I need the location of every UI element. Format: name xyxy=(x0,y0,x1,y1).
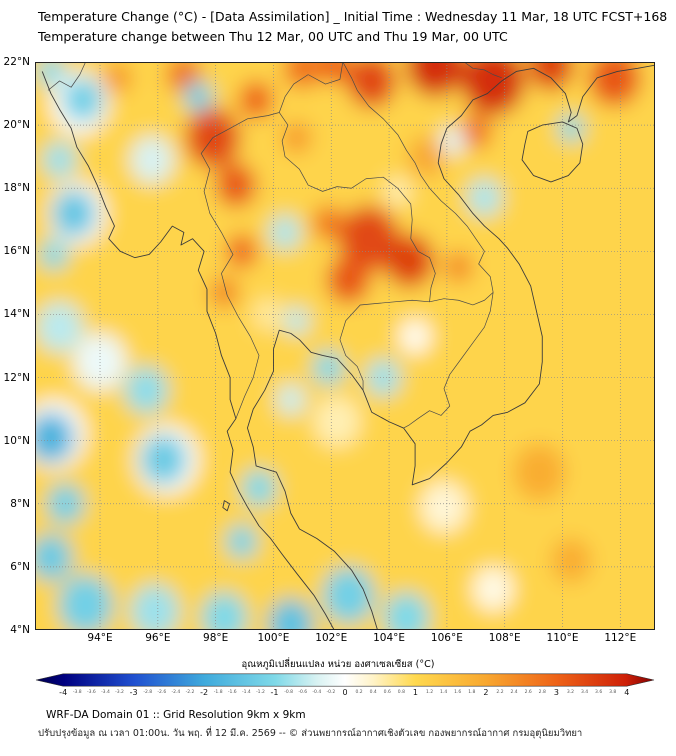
lon-tick-label: 106°E xyxy=(430,632,463,644)
lat-tick-label: 10°N xyxy=(3,434,30,447)
country-border-path xyxy=(279,112,435,390)
colorbar-tick-label: 3.2 xyxy=(566,690,575,695)
colorbar-tick-label: -4 xyxy=(59,688,68,697)
colorbar-tick-label: -1.4 xyxy=(241,690,251,695)
lon-tick-label: 110°E xyxy=(546,632,579,644)
lon-tick-label: 108°E xyxy=(488,632,521,644)
lat-tick-label: 20°N xyxy=(3,119,30,132)
colorbar-tick-label: -2.6 xyxy=(157,690,167,695)
lat-tick-label: 16°N xyxy=(3,245,30,258)
colorbar-label: อุณหภูมิเปลี่ยนแปลง หน่วย องศาเซลเซียส (… xyxy=(241,659,435,670)
coastline-path xyxy=(223,501,230,511)
colorbar-tick-label: -0.2 xyxy=(326,690,336,695)
lon-tick-label: 104°E xyxy=(373,632,406,644)
lat-tick-label: 6°N xyxy=(10,560,30,573)
colorbar-tick-label: -3.2 xyxy=(115,690,124,695)
colorbar-arrow-bar xyxy=(35,673,655,687)
country-border-path xyxy=(48,62,86,90)
colorbar-tick-label: -0.4 xyxy=(312,690,322,695)
coastline-path xyxy=(247,65,655,630)
colorbar-tick-label: -1 xyxy=(270,688,279,697)
colorbar-tick-label: -2.4 xyxy=(171,690,181,695)
colorbar-tick-label: -1.2 xyxy=(256,690,265,695)
colorbar-tick-label: -3.4 xyxy=(101,690,110,695)
grid-lines xyxy=(35,62,655,630)
colorbar-tick-label: 0 xyxy=(342,688,348,697)
colorbar-tick-label: 3.4 xyxy=(580,690,589,695)
colorbar-tick-label: 1.2 xyxy=(425,690,434,695)
colorbar-tick-label: 1 xyxy=(412,688,418,697)
country-border-path xyxy=(343,62,493,292)
lon-tick-label: 94°E xyxy=(87,632,113,644)
coastline-path xyxy=(42,71,334,630)
lat-tick-label: 4°N xyxy=(10,624,30,636)
lon-tick-label: 102°E xyxy=(315,632,348,644)
title-block: Temperature Change (°C) - [Data Assimila… xyxy=(38,7,667,47)
colorbar-tick-label: 3.6 xyxy=(595,690,603,695)
colorbar-tick-label: 0.8 xyxy=(397,690,405,695)
latitude-axis: 4°N 6°N 8°N 10°N 12°N 14°N 16°N 18°N 20°N 22°N xyxy=(0,56,33,636)
title-line-1: Temperature Change (°C) - [Data Assimila… xyxy=(38,9,668,24)
colorbar-tick-label: 2.4 xyxy=(510,690,518,695)
country-border-path xyxy=(201,75,308,419)
colorbar-tick-label: -3.8 xyxy=(72,690,82,695)
lat-tick-label: 18°N xyxy=(3,182,30,195)
colorbar-tick-label: 1.4 xyxy=(440,690,448,695)
country-border-path xyxy=(404,292,494,428)
temperature-field xyxy=(35,62,655,630)
colorbar-tick-label: 2 xyxy=(483,688,489,697)
colorbar-tick-label: 1.8 xyxy=(468,690,476,695)
colorbar-tick-label: -1.6 xyxy=(227,690,237,695)
colorbar-tick-label: -2.2 xyxy=(185,690,195,695)
lat-tick-label: 8°N xyxy=(10,497,30,510)
colorbar-tick-label: 0.4 xyxy=(369,690,377,695)
colorbar-tick-label: -3 xyxy=(129,688,138,697)
longitude-axis: 94°E 96°E 98°E 100°E 102°E 104°E 106°E 108°E 110… xyxy=(35,632,655,646)
lon-tick-label: 100°E xyxy=(257,632,290,644)
colorbar-tick-label: -3.6 xyxy=(86,690,96,695)
colorbar-tick-label: 1.6 xyxy=(454,690,462,695)
lat-tick-label: 14°N xyxy=(3,308,30,321)
lon-tick-label: 96°E xyxy=(145,632,171,644)
colorbar-tick-label: 0.6 xyxy=(383,690,391,695)
colorbar-tick-label: 2.6 xyxy=(524,690,532,695)
map-plot-area xyxy=(35,62,655,630)
lat-tick-label: 22°N xyxy=(3,56,30,68)
title-line-2: Temperature change between Thu 12 Mar, 0… xyxy=(38,29,508,44)
country-border-path xyxy=(308,62,343,84)
footer-domain-info: WRF-DA Domain 01 :: Grid Resolution 9km … xyxy=(46,709,306,721)
colorbar-gradient xyxy=(35,673,655,687)
colorbar xyxy=(35,672,655,687)
colorbar-tick-label: -0.8 xyxy=(284,690,294,695)
lat-tick-label: 12°N xyxy=(3,371,30,384)
map-canvas xyxy=(35,62,655,630)
lon-tick-label: 112°E xyxy=(604,632,637,644)
country-border-path xyxy=(464,62,502,78)
footer-update-info: ปรับปรุงข้อมูล ณ เวลา 01:00น. วัน พฤ. ที… xyxy=(38,728,583,739)
colorbar-tick-label: 2.8 xyxy=(538,690,546,695)
colorbar-tick-label: -1.8 xyxy=(213,690,223,695)
colorbar-tick-label: 3.8 xyxy=(609,690,617,695)
colorbar-tick-label: 4 xyxy=(624,688,630,697)
colorbar-tick-label: -0.6 xyxy=(298,690,308,695)
colorbar-tick-row: -4 -3.8 -3.6 -3.4 -3.2 -3 -2.8 -2.6 -2.4 -2.2 -2 -1… xyxy=(35,688,655,700)
colorbar-tick-label: -2 xyxy=(200,688,209,697)
colorbar-tick-label: 0.2 xyxy=(355,690,363,695)
colorbar-tick-label: 2.2 xyxy=(496,690,504,695)
map-frame xyxy=(35,62,655,630)
lon-tick-label: 98°E xyxy=(203,632,229,644)
colorbar-tick-label: 3 xyxy=(553,688,559,697)
coastline-path xyxy=(522,122,583,182)
colorbar-tick-label: -2.8 xyxy=(143,690,153,695)
